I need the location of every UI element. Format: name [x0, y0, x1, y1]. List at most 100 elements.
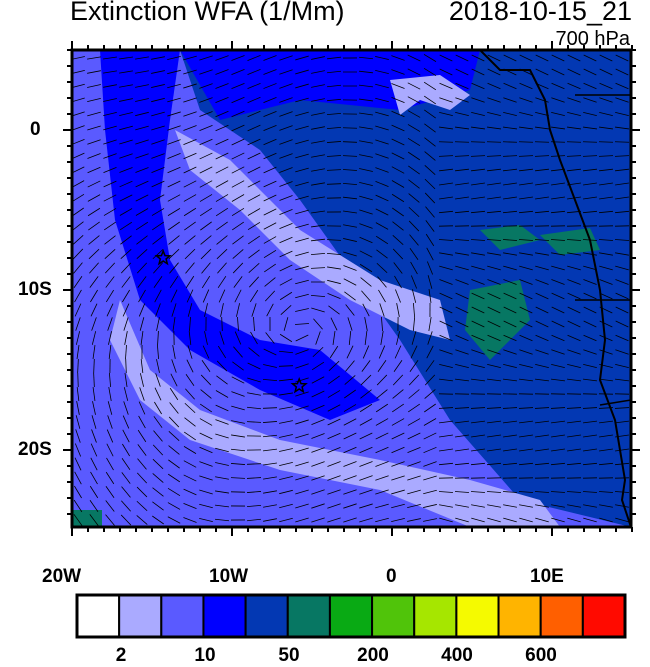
- wind-barb: [519, 82, 533, 90]
- wind-barb: [535, 434, 549, 438]
- wind-barb: [439, 320, 453, 328]
- wind-barb: [583, 320, 597, 328]
- wind-barb: [201, 275, 211, 289]
- wind-barb: [428, 317, 432, 331]
- wind-barb: [262, 421, 278, 423]
- wind-barb: [359, 403, 373, 413]
- wind-barb: [215, 433, 229, 439]
- wind-barb: [438, 239, 454, 241]
- wind-barb: [503, 320, 517, 328]
- wind-barb: [535, 364, 549, 368]
- wind-barb: [391, 461, 405, 467]
- wind-barb: [359, 140, 373, 144]
- wind-barb: [378, 289, 386, 303]
- wind-barb: [583, 97, 597, 103]
- wind-barb: [615, 378, 629, 382]
- wind-barb: [567, 378, 581, 382]
- wind-barb: [263, 180, 277, 188]
- wind-barb: [455, 279, 469, 285]
- wind-barb: [167, 473, 181, 483]
- wind-barb: [439, 82, 453, 90]
- wind-barb: [167, 56, 181, 60]
- wind-barb: [75, 331, 81, 345]
- wind-barb: [326, 98, 342, 102]
- wind-barb: [263, 249, 277, 259]
- wind-barb: [344, 375, 356, 385]
- wind-barb: [391, 55, 405, 61]
- wind-barb: [567, 82, 581, 90]
- wind-barb: [295, 293, 309, 299]
- wind-barb: [487, 306, 501, 314]
- wind-barb: [295, 461, 309, 467]
- wind-barb: [106, 443, 114, 457]
- wind-barb: [391, 489, 405, 495]
- wind-barb: [326, 84, 342, 88]
- wind-barb: [599, 434, 613, 438]
- wind-barb: [279, 153, 293, 159]
- wind-barb: [487, 265, 501, 271]
- wind-barb: [295, 209, 309, 215]
- wind-barb: [439, 196, 453, 200]
- wind-barb: [151, 84, 165, 88]
- wind-barb: [503, 349, 517, 355]
- wind-barb: [139, 373, 145, 387]
- wind-barb: [535, 517, 549, 523]
- wind-barb: [470, 462, 486, 466]
- wind-barb: [375, 181, 389, 187]
- wind-barb: [375, 461, 389, 467]
- wind-barb: [327, 390, 341, 398]
- colorbar-label: 10: [194, 645, 216, 666]
- wind-barb: [343, 503, 357, 509]
- wind-barb: [375, 69, 389, 75]
- wind-barb: [455, 448, 469, 452]
- wind-barb: [311, 489, 325, 495]
- wind-barb: [311, 210, 325, 214]
- wind-barb: [551, 196, 565, 200]
- wind-barb: [327, 475, 341, 481]
- wind-barb: [295, 405, 309, 411]
- pressure-level: 700 hPa: [555, 28, 630, 50]
- wind-barb: [231, 69, 245, 75]
- wind-barb: [408, 165, 420, 175]
- wind-barb: [327, 404, 341, 412]
- wind-barb: [311, 503, 325, 509]
- wind-barb: [425, 220, 435, 232]
- wind-barb: [327, 517, 341, 523]
- wind-barb: [121, 472, 131, 484]
- wind-barb: [424, 178, 436, 190]
- wind-barb: [550, 210, 566, 214]
- wind-barb: [246, 518, 262, 522]
- wind-barb: [170, 373, 178, 387]
- wind-barb: [103, 56, 117, 60]
- wind-barb: [88, 221, 100, 231]
- wind-barb: [202, 345, 210, 359]
- wind-barb: [183, 97, 197, 103]
- wind-barb: [249, 276, 259, 288]
- wind-barb: [156, 359, 160, 373]
- wind-barb: [167, 502, 181, 510]
- wind-barb: [343, 404, 357, 412]
- wind-barb: [232, 262, 244, 274]
- wind-barb: [407, 475, 421, 481]
- wind-barb: [248, 249, 260, 259]
- wind-barb: [215, 490, 229, 494]
- wind-barb: [119, 125, 133, 131]
- wind-barb: [107, 401, 113, 415]
- wind-barb: [167, 516, 181, 524]
- wind-barb: [91, 415, 97, 429]
- wind-barb: [409, 360, 419, 372]
- wind-barb: [343, 489, 357, 495]
- wind-barb: [183, 460, 197, 468]
- wind-barb: [279, 434, 293, 438]
- wind-barb: [359, 503, 373, 509]
- wind-barb: [455, 265, 469, 271]
- wind-barb: [107, 415, 113, 429]
- wind-barb: [326, 239, 342, 241]
- wind-barb: [231, 138, 245, 146]
- wind-barb: [311, 224, 325, 228]
- wind-barb: [551, 182, 565, 186]
- wind-barb: [551, 517, 565, 523]
- wind-barb: [183, 152, 197, 160]
- wind-barb: [184, 402, 196, 414]
- wind-barb: [153, 416, 163, 428]
